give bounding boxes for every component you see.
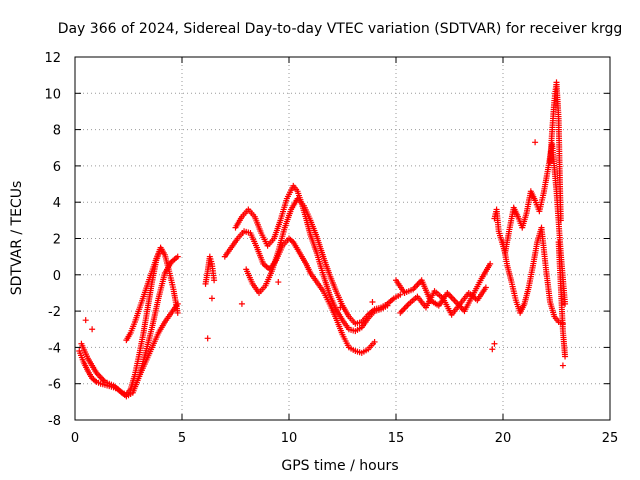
y-tick-label: -6 xyxy=(48,378,61,393)
data-point xyxy=(532,139,539,146)
data-point xyxy=(371,338,378,345)
plot-frame xyxy=(74,56,611,421)
data-point xyxy=(208,295,215,302)
x-tick-labels: 0 5 10 15 20 25 xyxy=(71,431,618,446)
data-point xyxy=(89,326,96,333)
data-point xyxy=(238,300,245,307)
y-tick-label: 0 xyxy=(53,269,61,284)
x-tick-label: 0 xyxy=(71,431,79,446)
y-axis-label: SDTVAR / TECUs xyxy=(9,181,25,296)
x-tick-label: 20 xyxy=(495,431,512,446)
y-tick-label: 6 xyxy=(53,160,61,175)
y-tick-label: 12 xyxy=(44,51,61,66)
grid xyxy=(75,57,610,420)
data-point xyxy=(487,260,494,267)
data-point xyxy=(174,253,181,260)
data-point xyxy=(337,304,344,311)
data-point xyxy=(211,277,218,284)
data-point xyxy=(559,362,566,369)
data-point xyxy=(557,217,564,224)
y-tick-label: 2 xyxy=(53,233,61,248)
data-point xyxy=(275,279,282,286)
y-tick-label: -8 xyxy=(48,414,61,429)
x-tick-label: 10 xyxy=(281,431,298,446)
x-axis-label: GPS time / hours xyxy=(281,458,398,474)
data-point xyxy=(482,284,489,291)
data-point xyxy=(204,335,211,342)
x-tick-label: 5 xyxy=(178,431,186,446)
data-point xyxy=(562,353,569,360)
y-tick-label: -2 xyxy=(48,305,61,320)
data-point xyxy=(174,309,181,316)
chart-title: Day 366 of 2024, Sidereal Day-to-day VTE… xyxy=(58,21,623,37)
y-tick-label: 10 xyxy=(44,87,61,102)
y-tick-label: 4 xyxy=(53,196,61,211)
data-point xyxy=(491,340,498,347)
data-point xyxy=(489,346,496,353)
x-tick-label: 25 xyxy=(602,431,619,446)
data-point xyxy=(82,317,89,324)
y-tick-label: 8 xyxy=(53,124,61,139)
data-point xyxy=(562,300,569,307)
data-point xyxy=(174,300,181,307)
data-points xyxy=(76,79,569,400)
data-point xyxy=(397,291,404,298)
data-point xyxy=(369,299,376,306)
x-tick-label: 15 xyxy=(388,431,405,446)
y-tick-labels: -8 -6 -4 -2 0 2 4 6 8 10 12 xyxy=(44,51,61,429)
y-tick-label: -4 xyxy=(48,341,61,356)
